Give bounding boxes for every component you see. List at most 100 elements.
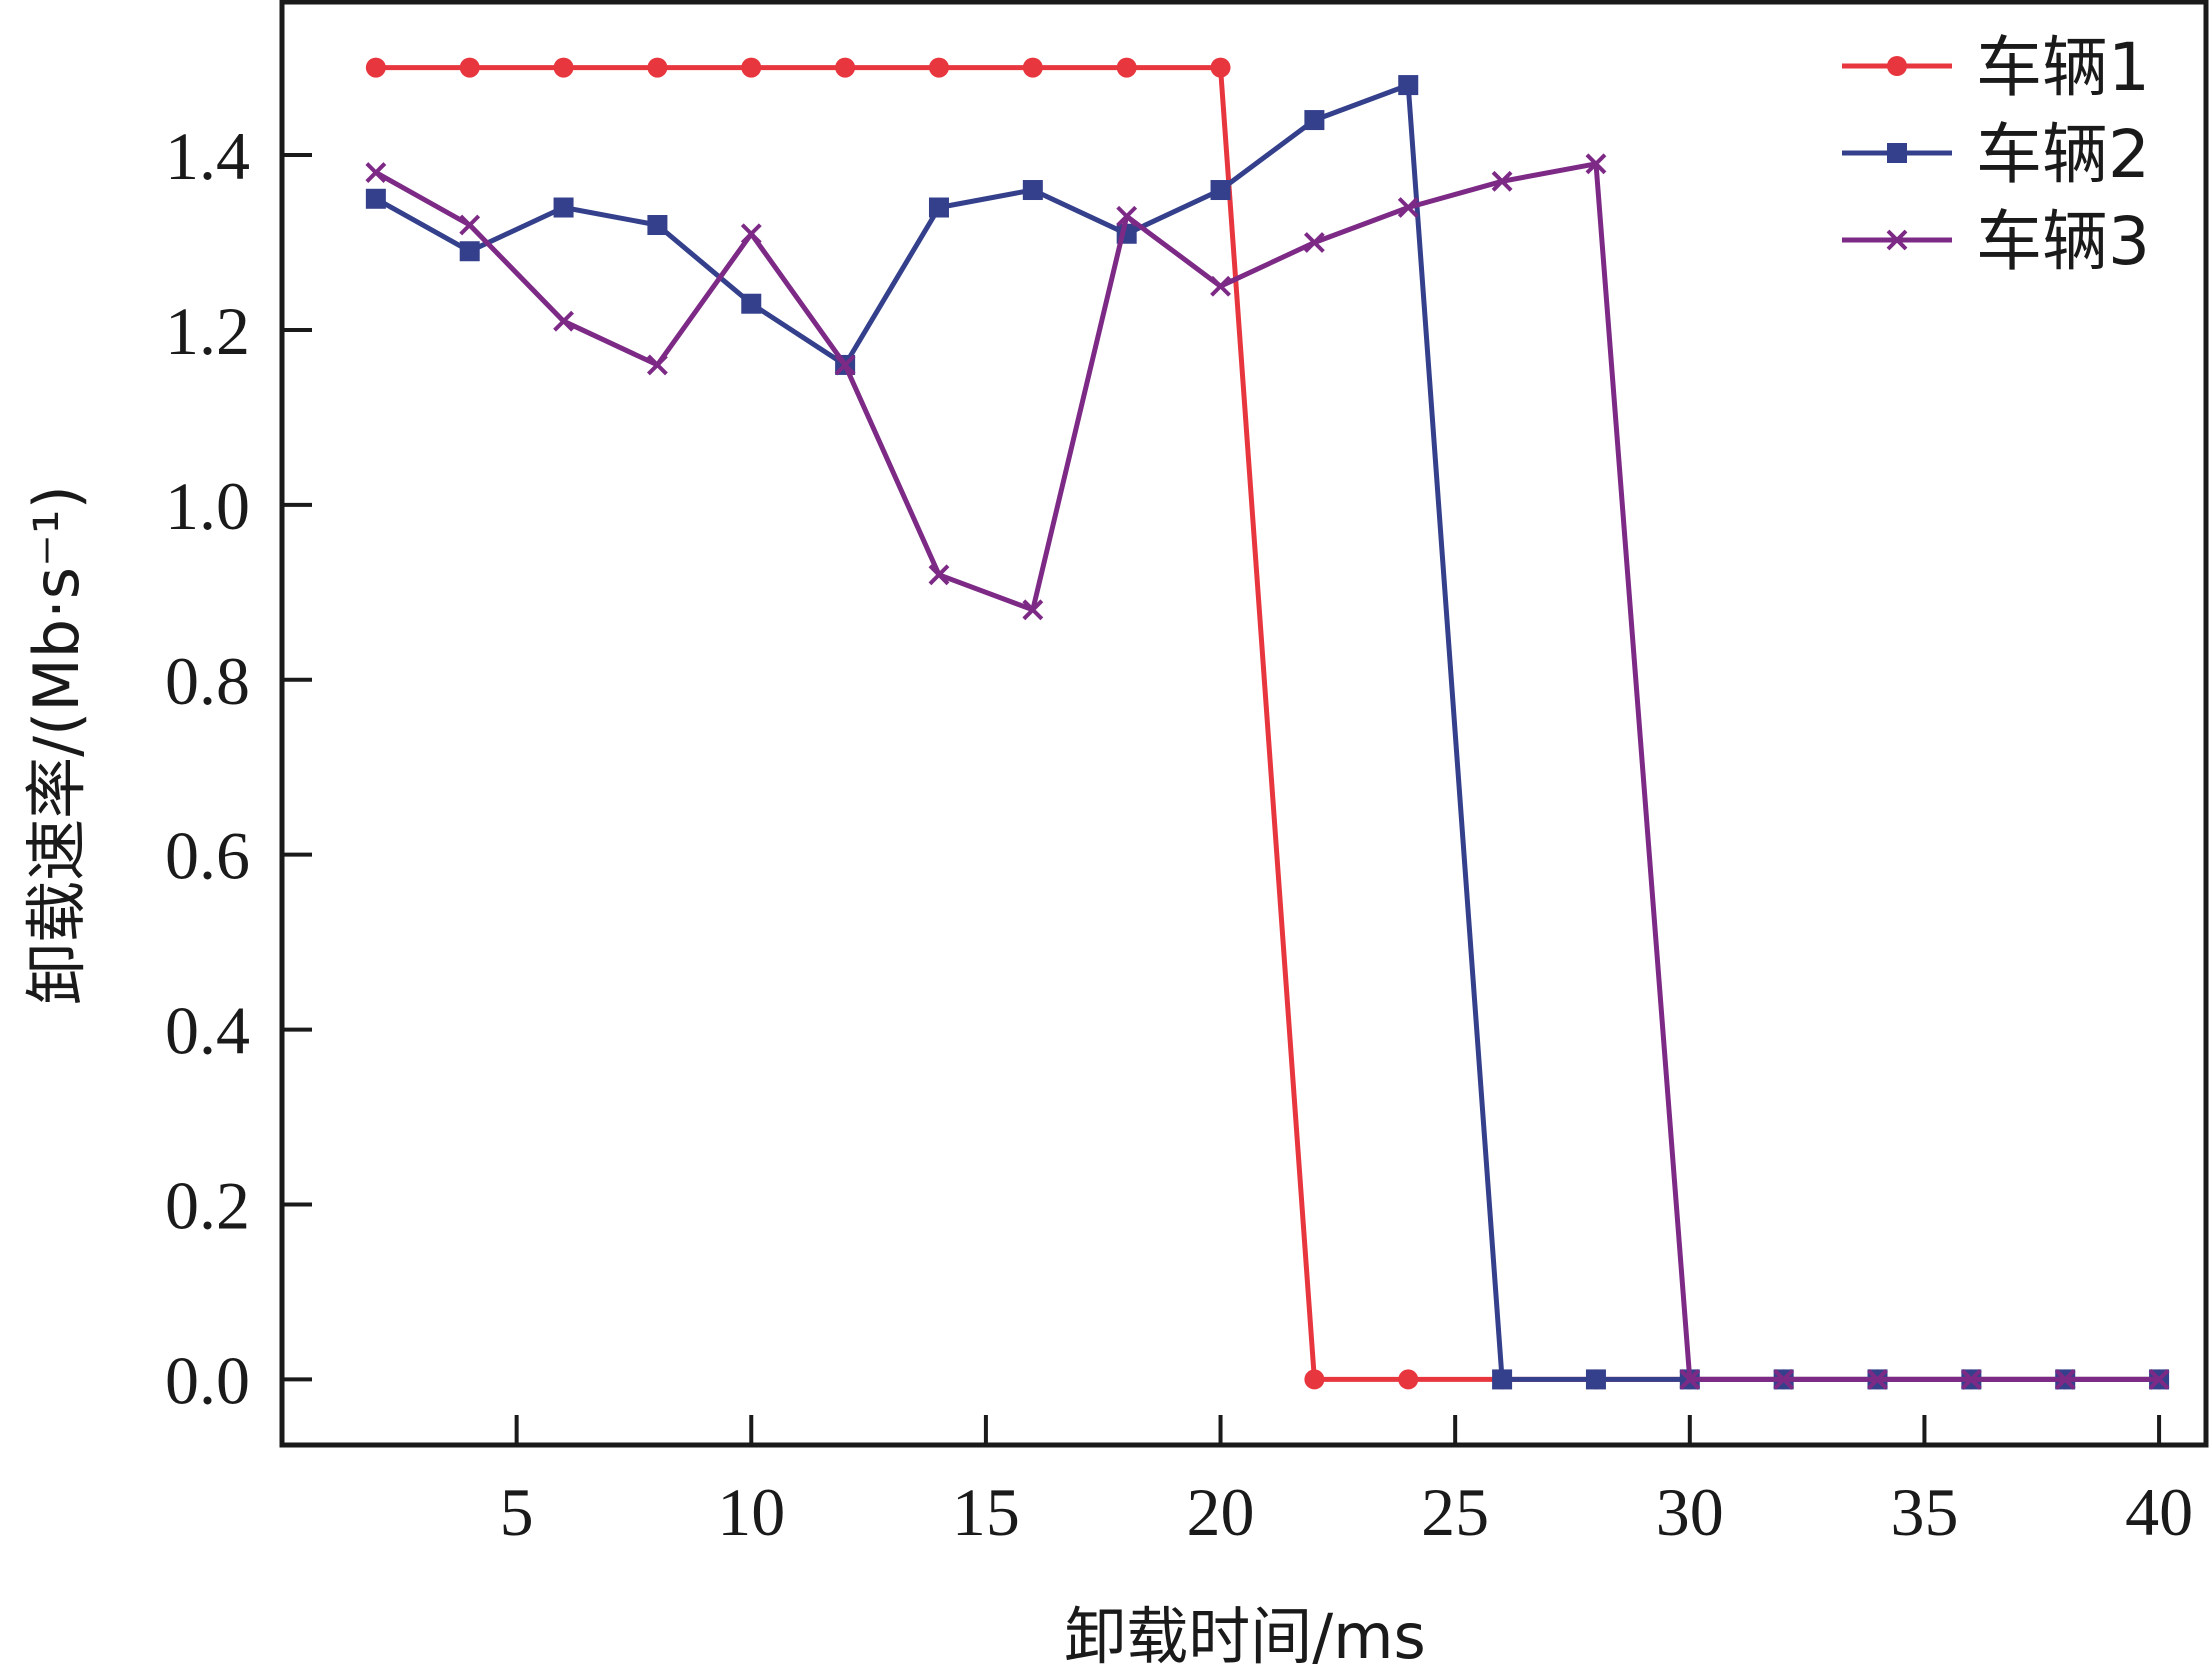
series-2-point <box>1022 180 1043 201</box>
y-tick-label: 0.0 <box>165 1342 250 1418</box>
series-3-point-stroke <box>459 214 481 236</box>
legend-swatch-marker <box>1887 143 1907 163</box>
series-1-point <box>741 57 762 78</box>
series-3-point-stroke <box>740 223 762 245</box>
legend-swatch-marker <box>1887 56 1907 76</box>
x-tick-label: 10 <box>717 1474 785 1550</box>
legend-entry-3: 车辆3 <box>1842 203 2150 280</box>
series-1-point <box>1116 57 1137 78</box>
series-3-point <box>2054 1368 2076 1390</box>
series-3-point <box>1397 197 1419 218</box>
series-3-point <box>2148 1368 2170 1390</box>
x-tick-label: 40 <box>2125 1474 2193 1550</box>
series-3-point <box>459 214 481 236</box>
plot-frame <box>279 0 2209 1448</box>
series-2-point <box>1585 1369 1606 1390</box>
y-tick-label: 0.8 <box>165 643 250 719</box>
y-axis-title: 卸载速率/(Mb·s⁻¹) <box>20 485 93 1005</box>
series-3-point-stroke <box>2148 1368 2170 1390</box>
series-1-point <box>928 57 949 78</box>
series-2-point <box>459 241 480 262</box>
legend-entry-1: 车辆1 <box>1842 29 2150 106</box>
x-tick-label: 15 <box>952 1474 1020 1550</box>
series-3-point-stroke <box>1867 1368 1888 1390</box>
series-3-point-stroke <box>553 310 574 332</box>
series-2-point <box>1210 180 1231 201</box>
y-tick-label: 0.2 <box>165 1168 250 1244</box>
series-3-point <box>553 310 574 332</box>
series-3-point <box>740 223 762 245</box>
series-1-point <box>1398 1369 1419 1390</box>
series-1-point <box>1210 57 1231 78</box>
x-axis-ticks: 5 10 15 20 25 30 35 40 <box>500 1415 2193 1550</box>
series-1-point <box>553 57 574 78</box>
series-3-point <box>647 354 668 376</box>
series-2-point <box>365 188 386 209</box>
series-2-point <box>741 293 762 314</box>
series-3-point <box>1491 170 1513 192</box>
series-3-point <box>1960 1368 1982 1390</box>
series-3-point-stroke <box>1210 275 1231 297</box>
series-3-point <box>1773 1368 1795 1390</box>
series-1 <box>365 57 2170 1390</box>
series-1-point <box>459 57 480 78</box>
x-tick-label: 35 <box>1890 1474 1958 1550</box>
x-tick-label: 25 <box>1421 1474 1489 1550</box>
series-3-point <box>834 354 856 376</box>
series-2-point <box>1398 75 1419 96</box>
series-3-point-stroke <box>1960 1368 1982 1390</box>
legend-entry-2: 车辆2 <box>1842 116 2150 193</box>
series-1-point <box>1022 57 1043 78</box>
series-3-point <box>1867 1368 1888 1390</box>
series-3-line <box>374 161 2160 1382</box>
series-3-point <box>1022 599 1044 621</box>
legend-swatch-marker-stroke <box>1886 229 1908 251</box>
series-2-point <box>553 197 574 218</box>
series-3-point-stroke <box>1491 170 1513 192</box>
series-3-point <box>1116 205 1138 227</box>
series-3-point-stroke <box>928 564 950 586</box>
series-3-point-stroke <box>1022 599 1044 621</box>
x-tick-label: 20 <box>1187 1474 1255 1550</box>
series-3-point-stroke <box>365 162 387 183</box>
y-tick-label: 1.0 <box>165 468 250 544</box>
series-1-point <box>1304 1369 1325 1390</box>
series-2-point <box>1492 1369 1513 1390</box>
series-3-point-stroke <box>1116 205 1138 227</box>
series-3-point <box>1585 153 1607 175</box>
series-3-point-stroke <box>834 354 856 376</box>
series-1-point <box>365 57 386 78</box>
legend: 车辆1 车辆2 车辆3 <box>1842 29 2150 280</box>
series-layer <box>365 57 2170 1390</box>
series-3-point-stroke <box>1303 232 1325 253</box>
x-tick-label: 30 <box>1656 1474 1724 1550</box>
series-3-point-stroke <box>1679 1368 1701 1390</box>
series-3-point-stroke <box>2054 1368 2076 1390</box>
series-2-point <box>1304 110 1325 131</box>
series-3-point-stroke <box>1773 1368 1795 1390</box>
series-3-point <box>1303 232 1325 253</box>
series-1-point <box>835 57 856 78</box>
series-3 <box>365 153 2170 1390</box>
series-3-point-stroke <box>1397 197 1419 218</box>
series-2-point <box>928 197 949 218</box>
series-3-point <box>1679 1368 1701 1390</box>
series-3-point-stroke <box>647 354 668 376</box>
legend-label: 车辆3 <box>1976 203 2150 280</box>
series-3-point-stroke <box>1585 153 1607 175</box>
x-tick-label: 5 <box>500 1474 534 1550</box>
legend-label: 车辆1 <box>1976 29 2150 106</box>
series-3-point <box>928 564 950 586</box>
y-tick-label: 0.6 <box>165 818 250 894</box>
x-axis-title: 卸载时间/ms <box>1064 1600 1426 1672</box>
series-2-point <box>647 215 668 236</box>
y-axis-ticks: 0.0 0.2 0.4 0.6 0.8 1.0 1.2 1.4 <box>165 118 312 1418</box>
series-3-point <box>365 162 387 183</box>
y-tick-label: 1.2 <box>165 293 250 369</box>
y-tick-label: 1.4 <box>165 118 250 194</box>
series-3-point <box>1210 275 1231 297</box>
legend-label: 车辆2 <box>1976 116 2150 193</box>
series-1-point <box>647 57 668 78</box>
y-tick-label: 0.4 <box>165 993 250 1069</box>
